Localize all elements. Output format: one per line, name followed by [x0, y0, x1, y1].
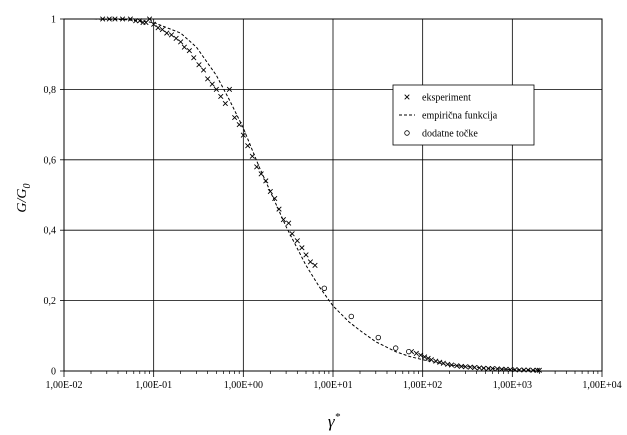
experiment-point — [209, 81, 215, 87]
experiment-point — [507, 366, 513, 373]
grid — [63, 18, 603, 372]
empirical-function-line — [64, 18, 540, 371]
experiment-point — [272, 195, 278, 202]
experiment-point — [286, 220, 292, 226]
axes — [60, 18, 603, 377]
legend-marker-swatch — [404, 94, 410, 100]
experiment-point — [181, 44, 187, 50]
x-tick-label: 1,00E+04 — [582, 380, 621, 391]
y-tick-label: 0,8 — [44, 85, 57, 96]
experiment-point — [437, 359, 443, 365]
experiment-point — [307, 259, 314, 265]
experiment-point — [191, 55, 197, 61]
experiment-point — [159, 26, 165, 33]
legend-item: empirična funkcija — [399, 111, 498, 122]
legend-label: eksperiment — [422, 93, 471, 104]
experiment-point — [200, 67, 207, 73]
legend-marker-swatch — [404, 130, 410, 136]
experiment-point — [413, 350, 419, 357]
experiment-point — [421, 354, 428, 360]
experiment-point — [299, 245, 305, 251]
tick-labels: 1,00E-02 1,00E-01 1,00E+00 1,00E+01 1,00E+02… — [44, 15, 622, 392]
experiment-point — [312, 262, 318, 269]
additional-point — [348, 313, 355, 320]
experiment-point — [119, 16, 126, 22]
experiment-point — [164, 30, 170, 36]
experiment-point — [433, 358, 439, 364]
y-tick-label: 0 — [51, 367, 56, 378]
experiment-point — [303, 252, 309, 258]
legend: eksperiment empirična funkcija dodatne toč… — [392, 84, 535, 146]
experiment-point — [245, 143, 251, 149]
experiment-point — [205, 76, 211, 82]
x-tick-label: 1,00E+03 — [493, 380, 532, 391]
y-tick-label: 1 — [51, 15, 56, 26]
y-axis-label: G/G0 — [15, 183, 33, 212]
legend-label: empirična funkcija — [422, 111, 498, 122]
experiment-point — [213, 86, 219, 93]
experiment-point — [440, 360, 446, 366]
experiment-point — [425, 355, 431, 361]
experiment-point — [146, 16, 153, 22]
experiment-point — [218, 93, 224, 100]
x-tick-label: 1,00E+02 — [403, 380, 442, 391]
x-tick-label: 1,00E-01 — [135, 380, 172, 391]
legend-label: dodatne točke — [422, 129, 478, 140]
experiment-point — [258, 171, 264, 177]
experiment-point — [222, 100, 228, 107]
y-tick-label: 0,4 — [44, 226, 57, 237]
experiment-point — [232, 114, 238, 121]
x-tick-label: 1,00E+00 — [224, 380, 263, 391]
additional-point — [392, 345, 399, 351]
experiment-point — [226, 86, 233, 93]
experiment-point — [240, 132, 246, 138]
experiment-point — [196, 62, 202, 68]
legend-item: eksperiment — [404, 93, 471, 104]
x-axis-label: γ* — [328, 411, 341, 431]
x-tick-label: 1,00E-02 — [46, 380, 83, 391]
experiment-point — [173, 35, 179, 41]
additional-point — [321, 285, 328, 291]
experiment-point — [418, 352, 424, 358]
additional-point — [406, 348, 412, 355]
experiment-point — [448, 362, 455, 368]
experiment-point — [467, 364, 473, 370]
legend-box — [392, 84, 535, 146]
experiment-point — [458, 363, 464, 370]
series-1 — [100, 16, 542, 373]
experiment-point — [294, 238, 300, 244]
series-2 — [64, 18, 540, 371]
experiment-point — [100, 16, 106, 22]
experiment-point — [168, 32, 175, 38]
experiment-point — [178, 39, 184, 45]
y-tick-label: 0,6 — [44, 155, 57, 166]
experiment-point — [499, 366, 505, 372]
legend-item: dodatne točke — [404, 129, 478, 140]
experiment-point — [254, 164, 260, 170]
experiment-point — [186, 48, 192, 54]
y-tick-label: 0,2 — [44, 296, 57, 307]
additional-point — [375, 334, 381, 341]
x-tick-label: 1,00E+01 — [313, 380, 352, 391]
experiment-point — [155, 25, 161, 31]
series-3 — [321, 285, 412, 355]
experiment-point — [454, 363, 460, 369]
experiment-point — [462, 364, 469, 370]
experiment-point — [236, 121, 242, 128]
experiment-point — [503, 366, 509, 372]
series-layer — [64, 16, 542, 373]
